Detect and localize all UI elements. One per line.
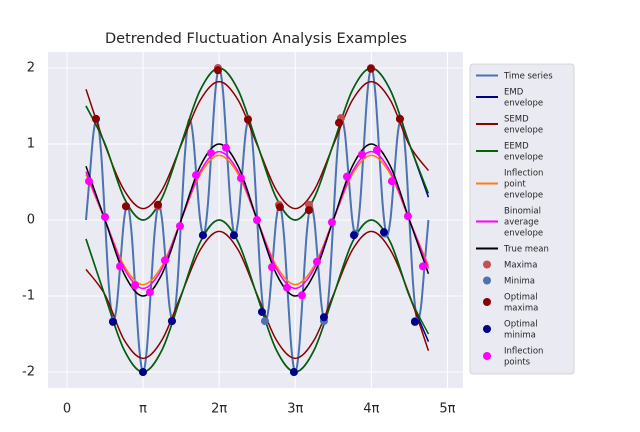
point: [403, 212, 412, 221]
y-tick-label: -1: [22, 289, 35, 304]
point: [121, 202, 130, 211]
point: [236, 174, 245, 183]
point: [175, 222, 184, 231]
y-tick-label: 2: [27, 60, 35, 75]
point: [243, 115, 252, 124]
point: [357, 150, 366, 159]
legend-label: SEMD envelope: [504, 114, 543, 135]
point: [138, 368, 147, 377]
y-tick-label: -2: [22, 365, 35, 380]
point: [372, 146, 381, 155]
legend-label: EEMD envelope: [504, 141, 543, 162]
point: [167, 317, 176, 326]
point: [260, 317, 269, 326]
point: [282, 283, 291, 292]
point: [213, 66, 222, 75]
legend-label: Optimal minima: [504, 319, 538, 340]
point: [145, 288, 154, 297]
y-tick-label: 1: [27, 136, 35, 151]
point: [191, 171, 200, 180]
legend-label: True mean: [503, 244, 549, 254]
legend-marker: [483, 325, 491, 333]
x-tick-label: 4π: [363, 402, 379, 417]
point: [100, 212, 109, 221]
point: [267, 263, 276, 272]
legend-label: Minima: [504, 276, 535, 286]
point: [418, 262, 427, 271]
point: [221, 143, 230, 152]
legend-label: Optimal maxima: [504, 292, 538, 313]
x-tick-label: 3π: [287, 402, 303, 417]
point: [206, 149, 215, 158]
x-tick-label: π: [139, 402, 147, 417]
chart-title: Detrended Fluctuation Analysis Examples: [105, 31, 407, 47]
point: [115, 262, 124, 271]
point: [327, 218, 336, 227]
legend-marker: [483, 276, 491, 285]
point: [229, 231, 238, 240]
point: [297, 291, 306, 300]
point: [275, 203, 284, 212]
point: [257, 307, 266, 316]
point: [312, 257, 321, 266]
x-tick-label: 5π: [439, 402, 455, 417]
point: [91, 114, 100, 123]
point: [366, 64, 375, 73]
point: [84, 177, 93, 186]
legend-marker: [483, 260, 491, 269]
point: [198, 231, 207, 240]
point: [108, 317, 117, 326]
point: [334, 118, 343, 127]
legend-marker: [483, 298, 491, 306]
point: [349, 231, 358, 240]
point: [289, 368, 298, 377]
legend-label: EMD envelope: [504, 87, 543, 108]
point: [410, 317, 419, 326]
point: [379, 228, 388, 237]
legend-label: Inflection points: [504, 346, 543, 367]
point: [304, 206, 313, 215]
point: [387, 177, 396, 186]
legend-marker: [483, 352, 491, 360]
legend-box: [469, 63, 575, 375]
point: [395, 114, 404, 123]
point: [160, 256, 169, 265]
point: [252, 216, 261, 224]
point: [130, 281, 139, 290]
legend-label: Inflection point envelope: [504, 168, 543, 200]
x-tick-label: 0: [63, 402, 71, 417]
plot: [84, 63, 430, 377]
x-tick-label: 2π: [211, 402, 227, 417]
legend-label: Binomial average envelope: [504, 206, 543, 238]
y-tick-label: 0: [27, 213, 35, 228]
point: [342, 172, 351, 181]
point: [319, 313, 328, 322]
legend-label: Maxima: [504, 260, 537, 270]
legend-label: Time series: [503, 71, 553, 81]
point: [153, 200, 162, 209]
